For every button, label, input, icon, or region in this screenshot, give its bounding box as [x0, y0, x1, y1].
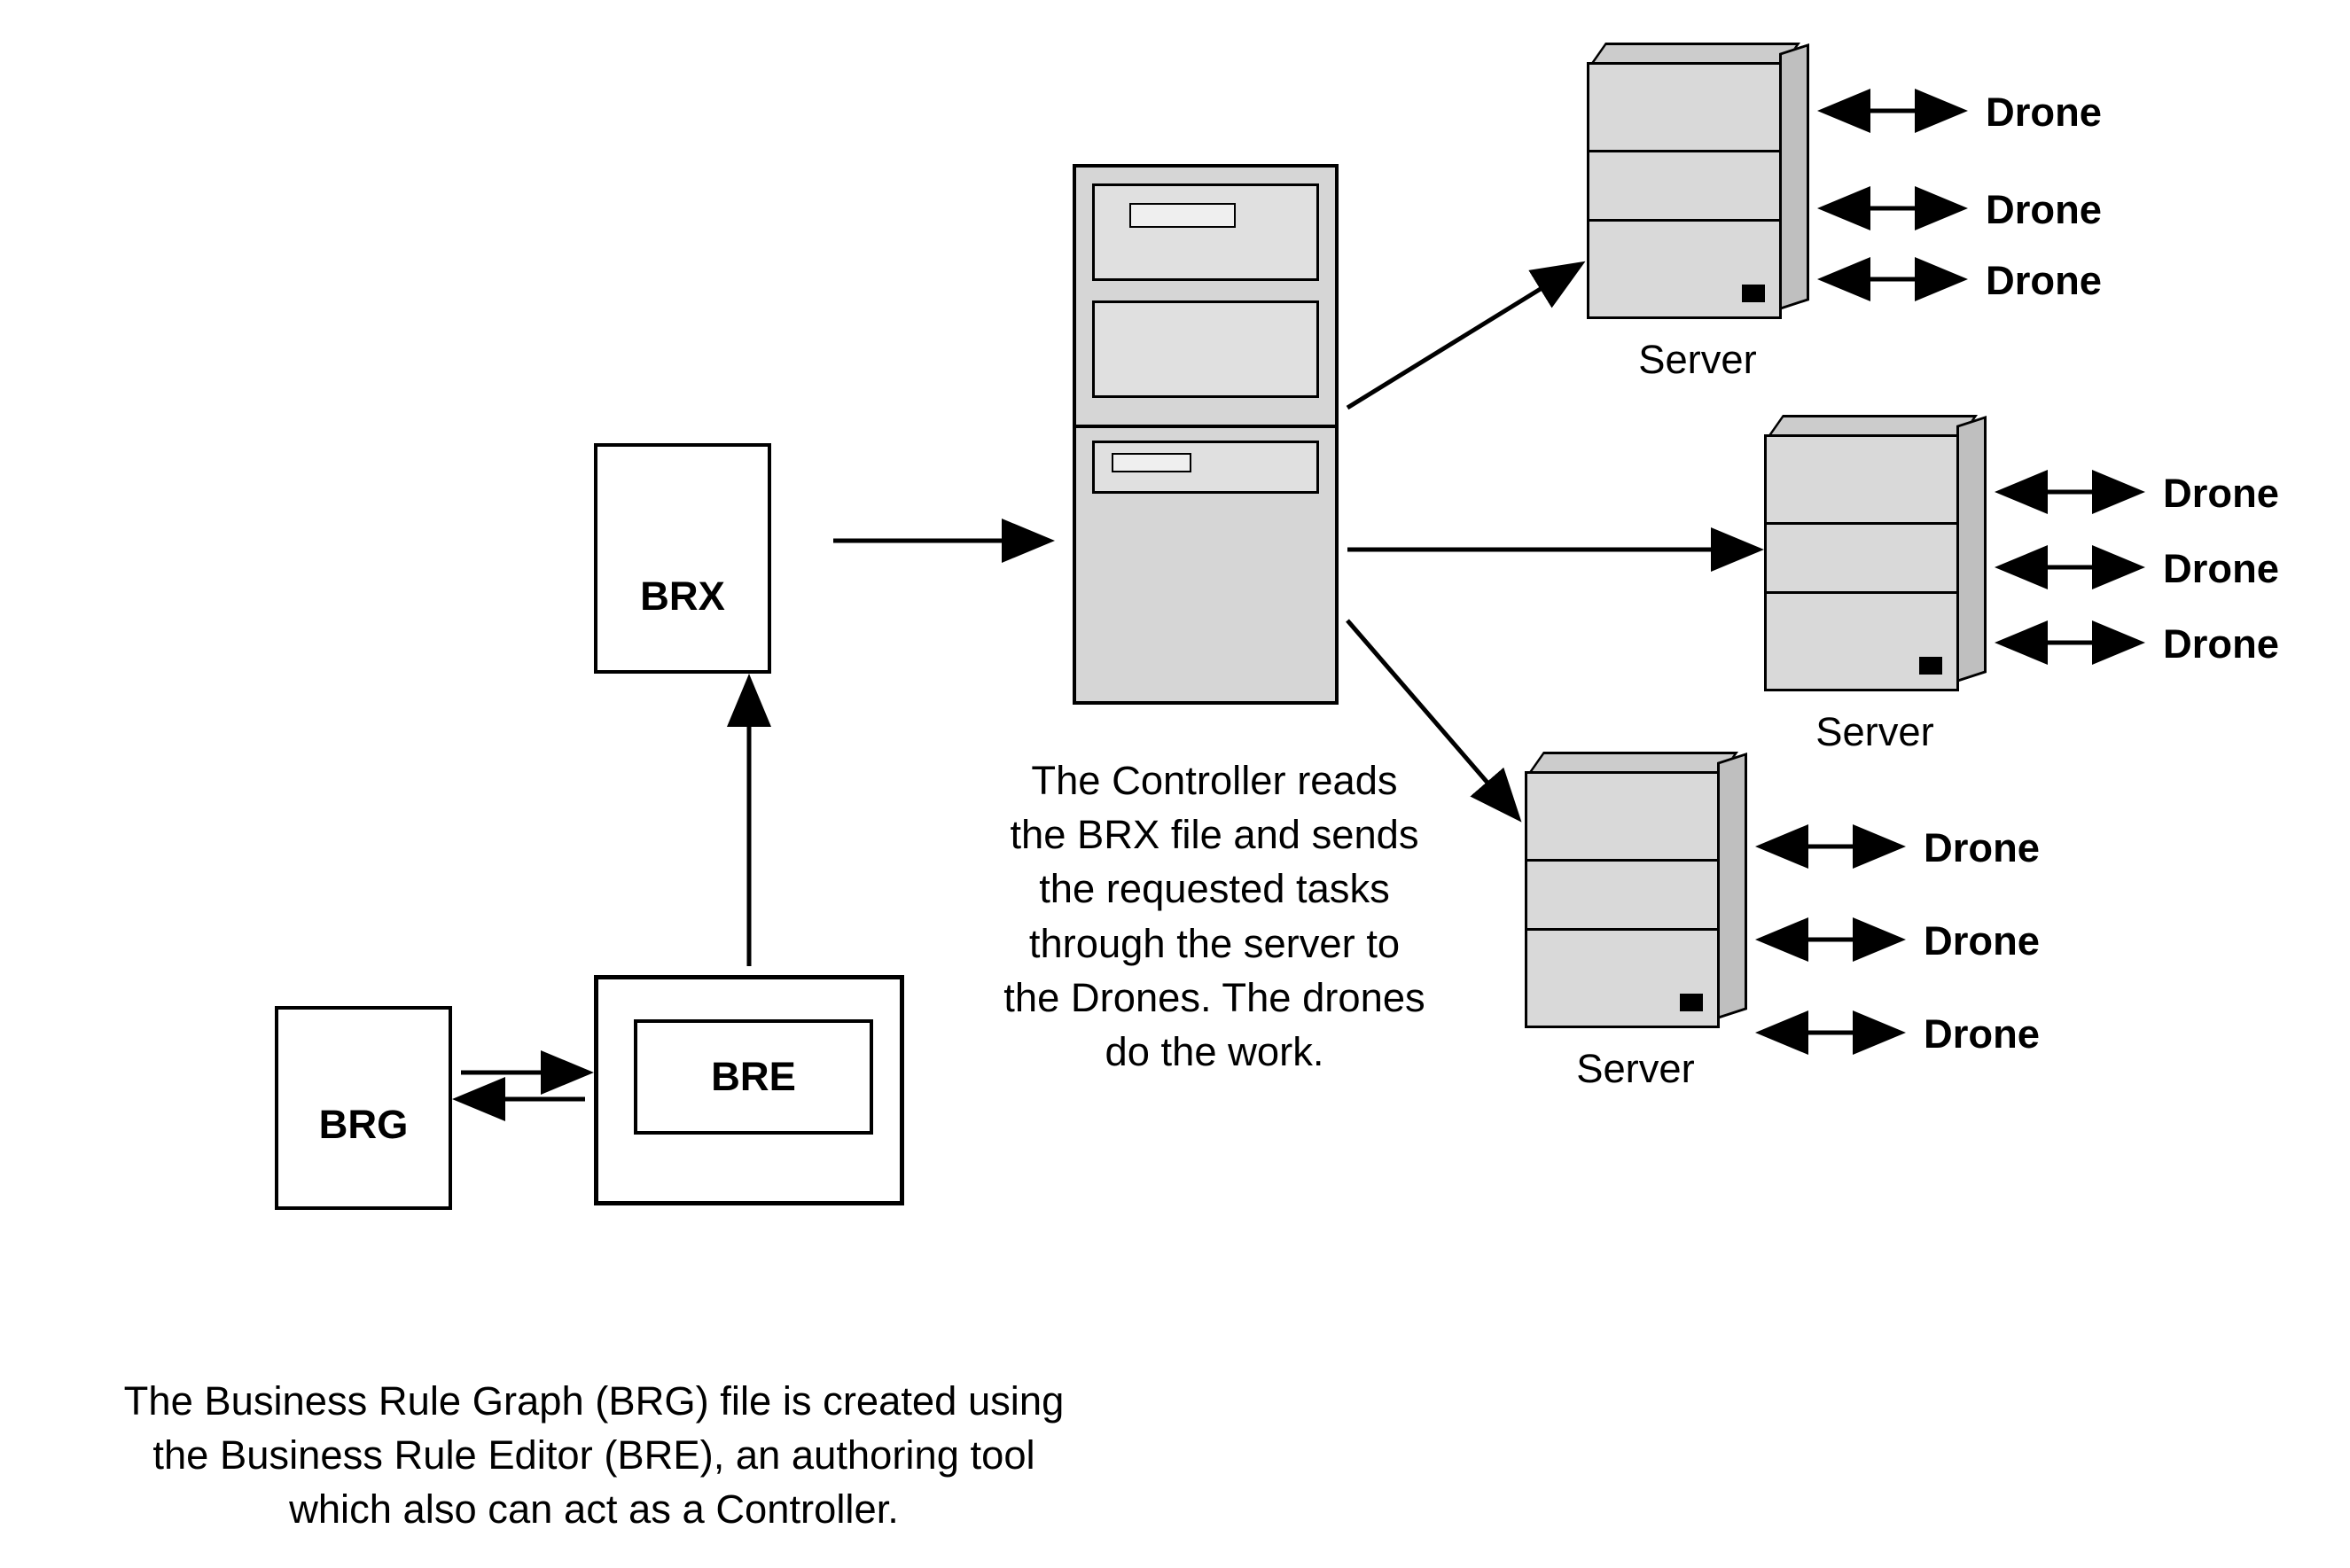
server-label: Server	[1525, 1046, 1746, 1092]
controller-tower	[1073, 164, 1339, 705]
drone-label: Drone	[2163, 621, 2279, 667]
brx-file-stack: BRX	[594, 443, 771, 674]
drone-label: Drone	[1986, 258, 2102, 304]
drone-label: Drone	[1986, 90, 2102, 136]
brg-file-stack: BRG	[275, 1006, 452, 1210]
server-node: Server	[1764, 434, 1995, 727]
bre-inner-box: BRE	[634, 1019, 873, 1135]
controller-caption: The Controller reads the BRX file and se…	[1002, 753, 1427, 1079]
drone-label: Drone	[1986, 187, 2102, 233]
brx-file-label: BRX	[597, 573, 768, 620]
server-node: Server	[1525, 771, 1755, 1064]
brg-file-label: BRG	[278, 1102, 449, 1148]
server-node: Server	[1587, 62, 1817, 355]
drone-label: Drone	[2163, 471, 2279, 517]
server-label: Server	[1587, 337, 1808, 383]
drone-label: Drone	[1924, 1011, 2040, 1057]
bre-box: BRE	[594, 975, 904, 1205]
drone-label: Drone	[2163, 546, 2279, 592]
bre-caption: The Business Rule Graph (BRG) file is cr…	[98, 1374, 1090, 1537]
diagram-canvas: BRX BRG BRE ServerServerServer DroneDron…	[0, 0, 2350, 1568]
bre-label: BRE	[711, 1054, 796, 1100]
drone-label: Drone	[1924, 918, 2040, 964]
server-label: Server	[1764, 709, 1986, 755]
drone-label: Drone	[1924, 825, 2040, 871]
